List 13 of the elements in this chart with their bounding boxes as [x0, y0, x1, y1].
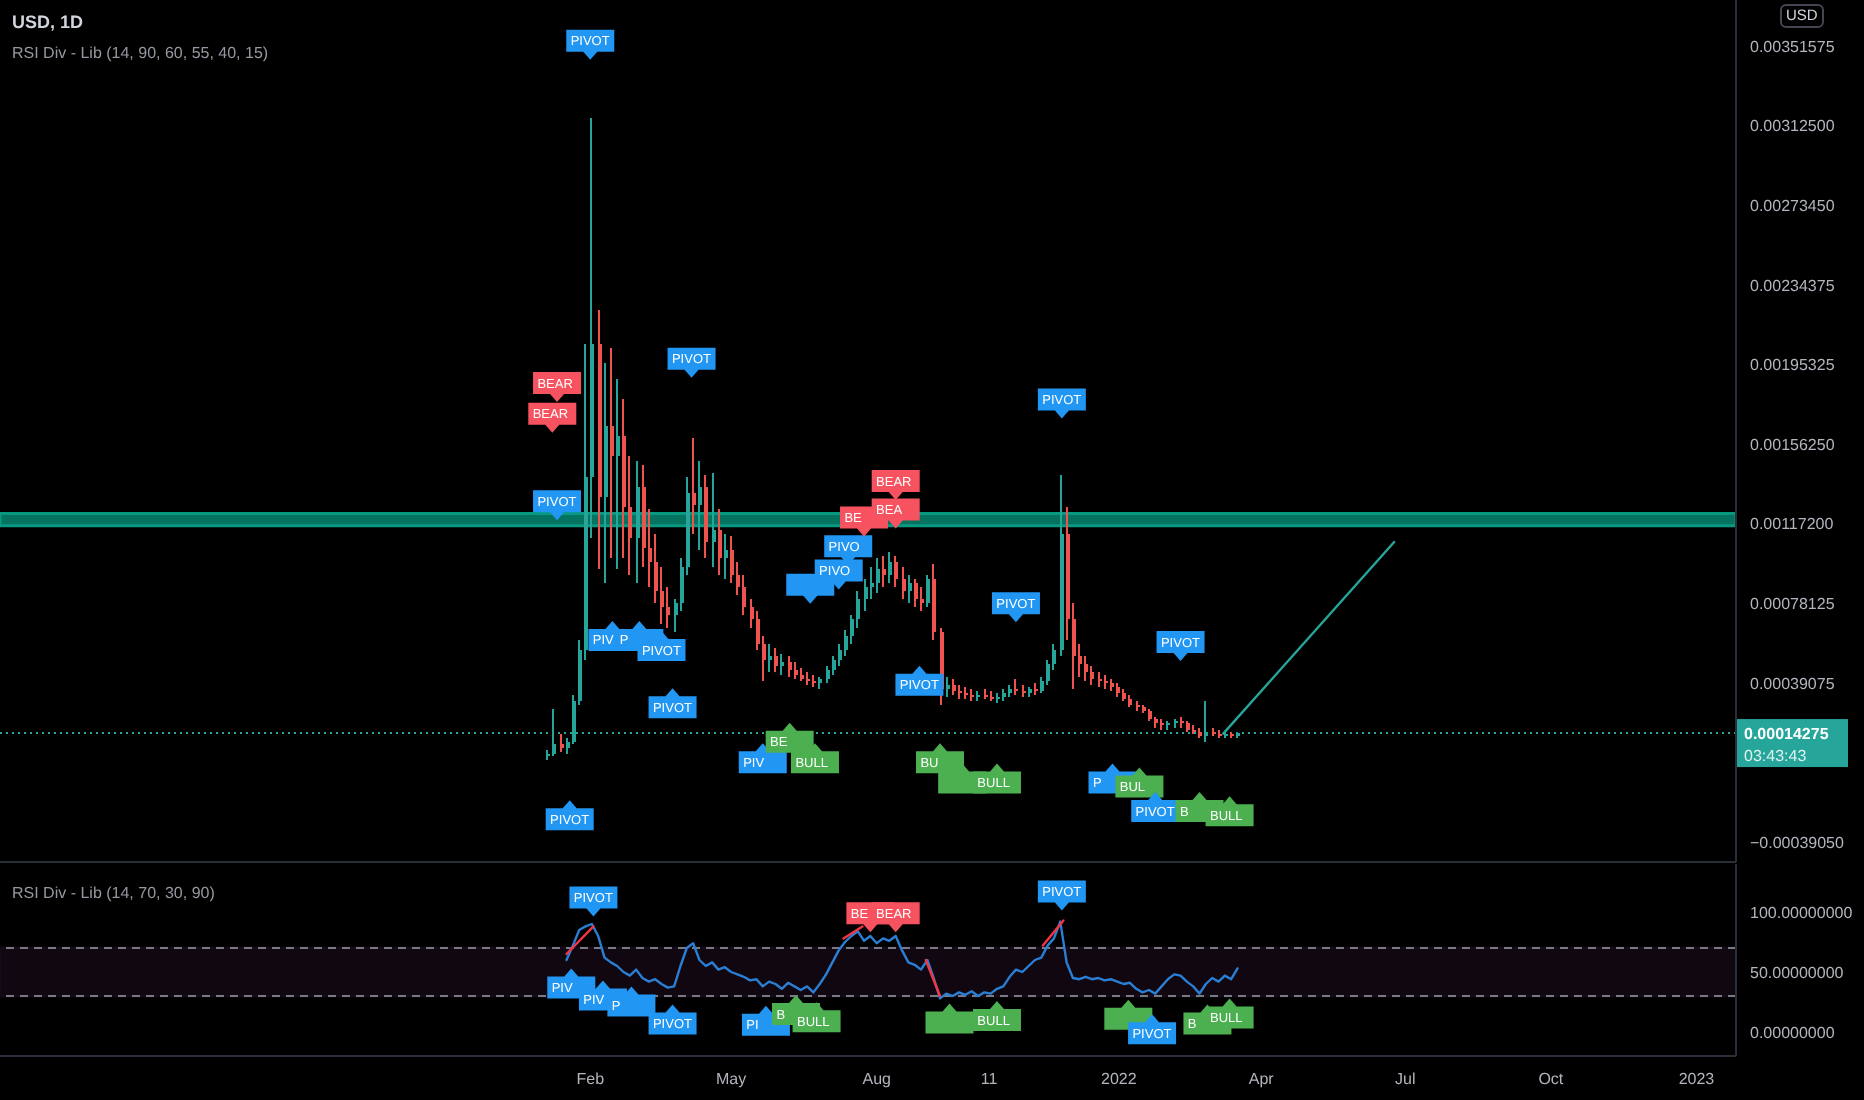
- text: RSI Div - Lib (14, 70, 30, 90): [12, 884, 215, 902]
- x-tick-label: 11: [980, 1070, 999, 1088]
- x-tick-label: 2023: [1678, 1070, 1716, 1088]
- x-tick-label: Jul: [1395, 1070, 1416, 1088]
- x-tick-label: Apr: [1248, 1070, 1275, 1088]
- x-tick-label: Aug: [862, 1070, 891, 1088]
- y-tick-label: 50.00000000: [1750, 964, 1845, 982]
- y-tick-label: 100.00000000: [1750, 904, 1854, 922]
- x-tick-label: Feb: [576, 1070, 606, 1088]
- x-tick-label: 2022: [1101, 1070, 1138, 1088]
- x-tick-label: May: [715, 1070, 747, 1088]
- y-tick-label: 0.00000000: [1750, 1024, 1836, 1042]
- x-tick-label: Oct: [1538, 1070, 1565, 1088]
